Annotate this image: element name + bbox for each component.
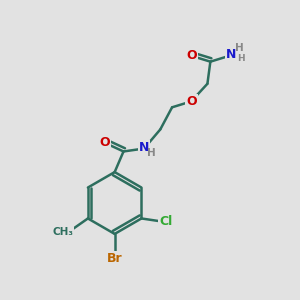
Text: N: N — [139, 141, 149, 154]
Text: O: O — [99, 136, 110, 149]
Text: H: H — [147, 148, 156, 158]
Text: H: H — [237, 54, 244, 63]
Text: N: N — [226, 48, 236, 61]
Text: CH₃: CH₃ — [52, 227, 74, 237]
Text: H: H — [236, 43, 244, 52]
Text: O: O — [186, 49, 196, 62]
Text: O: O — [186, 95, 196, 108]
Text: Cl: Cl — [159, 215, 172, 228]
Text: Br: Br — [107, 252, 122, 266]
